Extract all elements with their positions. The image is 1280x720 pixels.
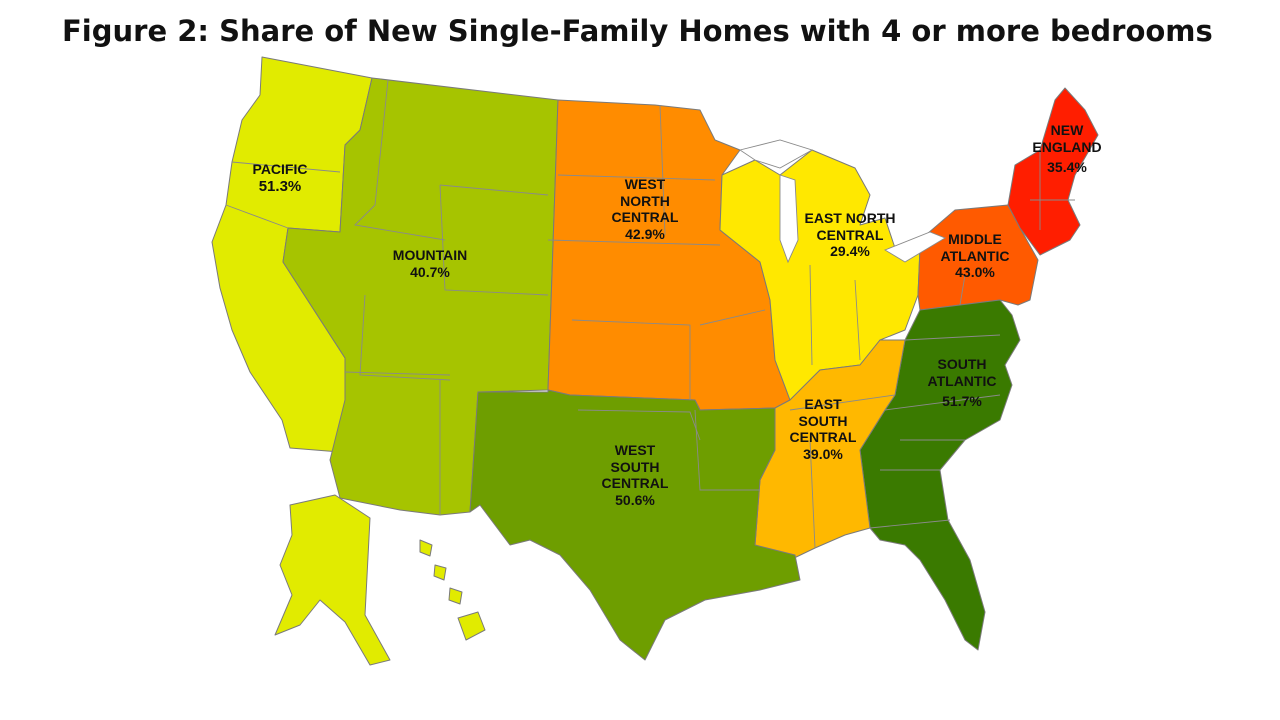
- label-middle-atlantic-value: 43.0%: [955, 264, 995, 281]
- region-mountain: [282, 77, 559, 516]
- region-pacific-alaska: [274, 494, 391, 666]
- label-west-south-central-value: 50.6%: [615, 491, 655, 508]
- label-east-south-central-name-2: SOUTH: [798, 412, 848, 429]
- label-south-atlantic-name-1: SOUTH: [937, 356, 987, 372]
- label-mountain: MOUNTAIN 40.7%: [375, 247, 485, 280]
- label-south-atlantic-name-2: ATLANTIC: [927, 372, 997, 389]
- label-west-south-central: WEST SOUTH CENTRAL 50.6%: [580, 442, 690, 508]
- label-middle-atlantic: MIDDLE ATLANTIC 43.0%: [920, 231, 1030, 281]
- label-south-atlantic-value: 51.7%: [942, 393, 982, 410]
- region-pacific-hawaii-3: [448, 587, 463, 605]
- label-west-north-central-name-3: CENTRAL: [611, 209, 679, 226]
- label-east-south-central: EAST SOUTH CENTRAL 39.0%: [768, 396, 878, 462]
- map-title: Figure 2: Share of New Single-Family Hom…: [62, 14, 1213, 48]
- label-west-south-central-name-1: WEST: [614, 442, 656, 458]
- region-middle-atlantic: [917, 204, 1039, 311]
- label-mountain-name: MOUNTAIN: [392, 247, 468, 263]
- label-new-england-value: 35.4%: [1047, 159, 1087, 176]
- label-west-north-central-name-2: NORTH: [620, 192, 670, 209]
- label-west-north-central-value: 42.9%: [625, 225, 665, 242]
- label-east-south-central-value: 39.0%: [803, 445, 843, 462]
- region-new-england: [1007, 87, 1099, 256]
- region-pacific-hawaii-4: [457, 611, 486, 641]
- label-east-south-central-name-1: EAST: [804, 396, 842, 412]
- label-new-england-name-2: ENGLAND: [1032, 138, 1102, 155]
- label-east-north-central-value: 29.4%: [830, 243, 870, 260]
- region-pacific-hawaii-2: [433, 564, 447, 581]
- lake-erie: [883, 231, 947, 263]
- label-new-england-name-1: NEW: [1050, 122, 1084, 138]
- label-middle-atlantic-name-1: MIDDLE: [948, 231, 1002, 247]
- lake-superior: [738, 139, 814, 169]
- label-pacific: PACIFIC 51.3%: [230, 161, 330, 195]
- lake-michigan: [779, 174, 799, 264]
- region-west-south-central: [469, 389, 801, 661]
- label-east-north-central: EAST NORTH CENTRAL 29.4%: [785, 210, 915, 260]
- label-pacific-value: 51.3%: [258, 177, 302, 195]
- label-new-england: NEW ENGLAND 35.4%: [1022, 122, 1112, 176]
- label-west-south-central-name-2: SOUTH: [610, 458, 660, 475]
- label-pacific-name: PACIFIC: [252, 161, 308, 177]
- region-pacific-hawaii-1: [419, 539, 433, 557]
- label-east-north-central-name-2: CENTRAL: [816, 226, 884, 243]
- label-west-north-central: WEST NORTH CENTRAL 42.9%: [585, 176, 705, 242]
- label-west-south-central-name-3: CENTRAL: [601, 475, 669, 492]
- label-west-north-central-name-1: WEST: [624, 176, 666, 192]
- label-middle-atlantic-name-2: ATLANTIC: [940, 247, 1010, 264]
- label-east-south-central-name-3: CENTRAL: [789, 429, 857, 446]
- label-mountain-value: 40.7%: [410, 263, 450, 280]
- label-east-north-central-name-1: EAST NORTH: [804, 210, 896, 226]
- state-borders: [225, 79, 1075, 549]
- label-south-atlantic: SOUTH ATLANTIC 51.7%: [912, 356, 1012, 410]
